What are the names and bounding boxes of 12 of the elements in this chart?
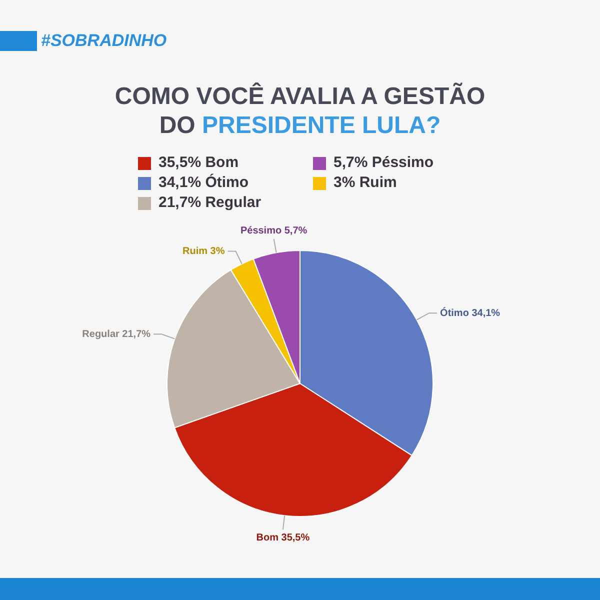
slice-label: Bom 35,5% (256, 532, 310, 544)
legend-label: 3% Ruim (334, 174, 397, 192)
slice-label: Péssimo 5,7% (240, 226, 308, 237)
legend-label: 21,7% Regular (158, 194, 262, 212)
text: #SOBRADINHO (41, 31, 167, 51)
legend-label: 35,5% Bom (158, 154, 239, 172)
slice-label: Regular 21,7% (82, 328, 151, 340)
slice-label: Ruim 3% (182, 246, 225, 258)
legend-label: 5,7% Péssimo (334, 154, 434, 172)
slice-label: Ótimo 34,1% (440, 306, 500, 319)
chart-title: COMO VOCÊ AVALIA A GESTÃO DO PRESIDENTE LULA? (114, 83, 486, 139)
legend-label: 34,1% Ótimo (158, 174, 249, 192)
